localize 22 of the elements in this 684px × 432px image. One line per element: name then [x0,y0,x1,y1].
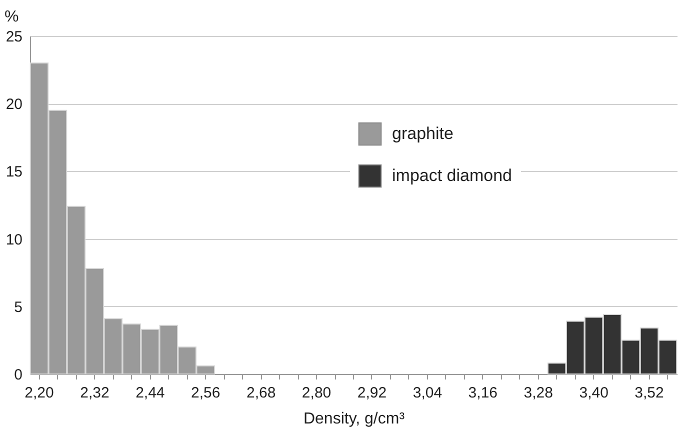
y-axis-title: % [4,8,19,26]
x-tick-label: 2,20 [24,384,54,402]
x-tick-label: 2,32 [80,384,110,402]
x-tick-label: 3,52 [634,384,664,402]
y-tick-label: 10 [6,231,22,248]
x-tick-label: 3,28 [524,384,553,402]
x-axis-title: Density, g/cm³ [303,410,406,428]
x-tick-label: 3,40 [579,384,608,402]
x-tick-label: 2,68 [246,384,276,402]
y-tick-label: 5 [14,298,22,316]
y-tick-label: 15 [6,164,22,181]
x-tick-label: 2,44 [136,384,165,402]
y-tick-label: 20 [6,96,22,114]
y-tick-label: 0 [14,366,22,384]
x-tick-label: 2,56 [191,384,220,402]
x-tick-label: 3,16 [468,384,498,402]
y-tick-label: 25 [6,28,22,46]
x-tick-label: 3,04 [412,384,442,402]
x-tick-label: 2,92 [357,384,387,402]
legend-label: impact diamond [392,166,512,185]
x-tick-label: 2,80 [302,384,332,402]
legend-label: graphite [392,124,454,143]
